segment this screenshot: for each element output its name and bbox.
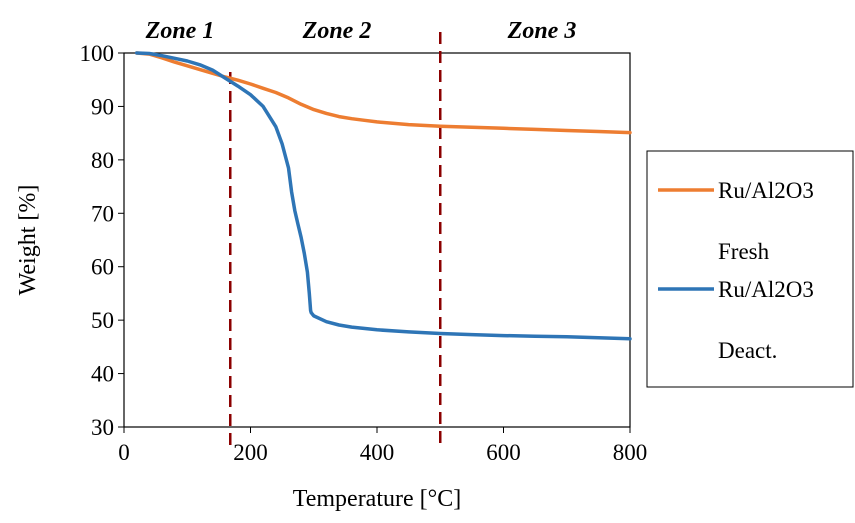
x-tick-label: 600 [486,440,521,465]
y-axis-title: Weight [%] [15,185,41,296]
plot-area [123,52,631,428]
x-tick-label: 0 [118,440,130,465]
y-axis-ticks: 30 40 50 60 70 80 90 100 [80,41,124,440]
x-tick-label: 200 [233,440,268,465]
legend-label-fresh-line1: Ru/Al2O3 [718,178,814,203]
x-axis-ticks: 0 200 400 600 800 [118,427,647,465]
y-tick-label: 60 [91,255,114,280]
y-tick-label: 40 [91,362,114,387]
x-tick-label: 800 [613,440,648,465]
y-tick-label: 100 [80,41,115,66]
y-tick-label: 90 [91,94,114,119]
zone-2-label: Zone 2 [302,18,372,44]
legend-label-deact-line2: Deact. [718,338,777,363]
series-line-fresh [134,51,632,135]
legend-label-fresh-line2: Fresh [718,239,770,264]
series-lines [134,51,632,341]
y-tick-label: 50 [91,308,114,333]
x-axis-title: Temperature [°C] [293,486,462,512]
y-tick-label: 70 [91,201,114,226]
series-line-deact [134,51,632,341]
zone-boundaries [229,32,442,445]
zone-1-label: Zone 1 [145,18,215,44]
x-tick-label: 400 [360,440,395,465]
y-tick-label: 80 [91,148,114,173]
y-tick-label: 30 [91,415,114,440]
legend: Ru/Al2O3 Fresh Ru/Al2O3 Deact. [646,150,854,388]
zone-3-label: Zone 3 [507,18,577,44]
legend-label-deact-line1: Ru/Al2O3 [718,277,814,302]
